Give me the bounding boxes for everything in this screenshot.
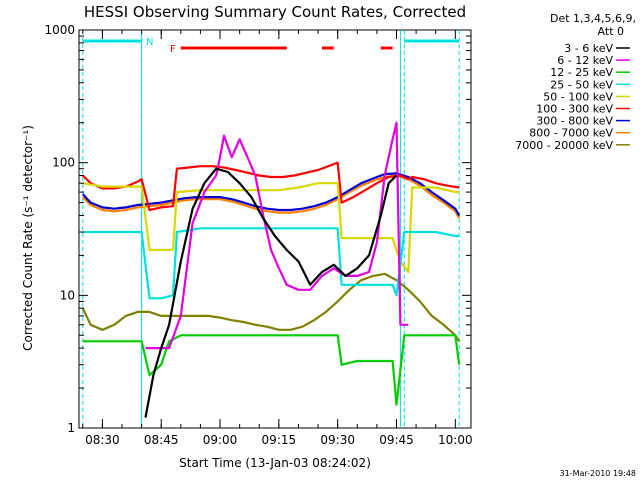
legend-label: 3 - 6 keV <box>564 42 613 55</box>
plot-frame <box>78 29 472 429</box>
flare-flag-label: F <box>170 44 176 55</box>
y-tick-label: 10 <box>60 288 75 302</box>
legend-label: 50 - 100 keV <box>543 90 613 103</box>
x-tick-label: 10:00 <box>438 433 473 447</box>
chart-title: HESSI Observing Summary Count Rates, Cor… <box>84 3 466 21</box>
night-flag-label: N <box>146 37 153 48</box>
x-tick-label: 09:15 <box>262 433 297 447</box>
series-line <box>145 121 409 350</box>
x-tick-label: 08:30 <box>85 433 120 447</box>
legend-label: 300 - 800 keV <box>536 115 613 128</box>
legend-label: 25 - 50 keV <box>550 78 613 91</box>
series-line <box>81 272 461 342</box>
y-tick-label: 100 <box>52 156 75 170</box>
series-line <box>82 174 461 219</box>
x-tick-label: 09:00 <box>203 433 238 447</box>
legend-label: 800 - 7000 keV <box>529 127 613 140</box>
legend-header: Det 1,3,4,5,6,9, <box>550 12 636 25</box>
x-tick-label: 08:45 <box>144 433 179 447</box>
legend-label: 6 - 12 keV <box>557 54 613 67</box>
legend-label: 12 - 25 keV <box>550 66 613 79</box>
series-line <box>82 182 460 274</box>
series-line <box>82 227 460 300</box>
footer-date: 31-Mar-2010 19:48 <box>560 469 637 478</box>
x-tick-label: 09:30 <box>320 433 355 447</box>
y-tick-label: 1000 <box>44 23 75 37</box>
legend-header: Att 0 <box>598 25 624 38</box>
y-axis: 1 10 100 1000 <box>44 23 471 435</box>
y-axis-label: Corrected Count Rate (s⁻¹ detector⁻¹) <box>21 125 35 351</box>
legend-label: 100 - 300 keV <box>536 103 613 116</box>
series-line <box>144 167 398 418</box>
x-tick-label: 09:45 <box>379 433 414 447</box>
series-line <box>82 161 460 212</box>
x-axis-label: Start Time (13-Jan-03 08:24:02) <box>179 456 371 470</box>
y-tick-label: 1 <box>67 421 75 435</box>
x-axis: 08:30 08:45 09:00 09:15 09:30 09:45 10:00 <box>82 30 473 447</box>
series-group <box>81 121 461 418</box>
legend-label: 7000 - 20000 keV <box>515 139 613 152</box>
series-line <box>82 334 461 406</box>
